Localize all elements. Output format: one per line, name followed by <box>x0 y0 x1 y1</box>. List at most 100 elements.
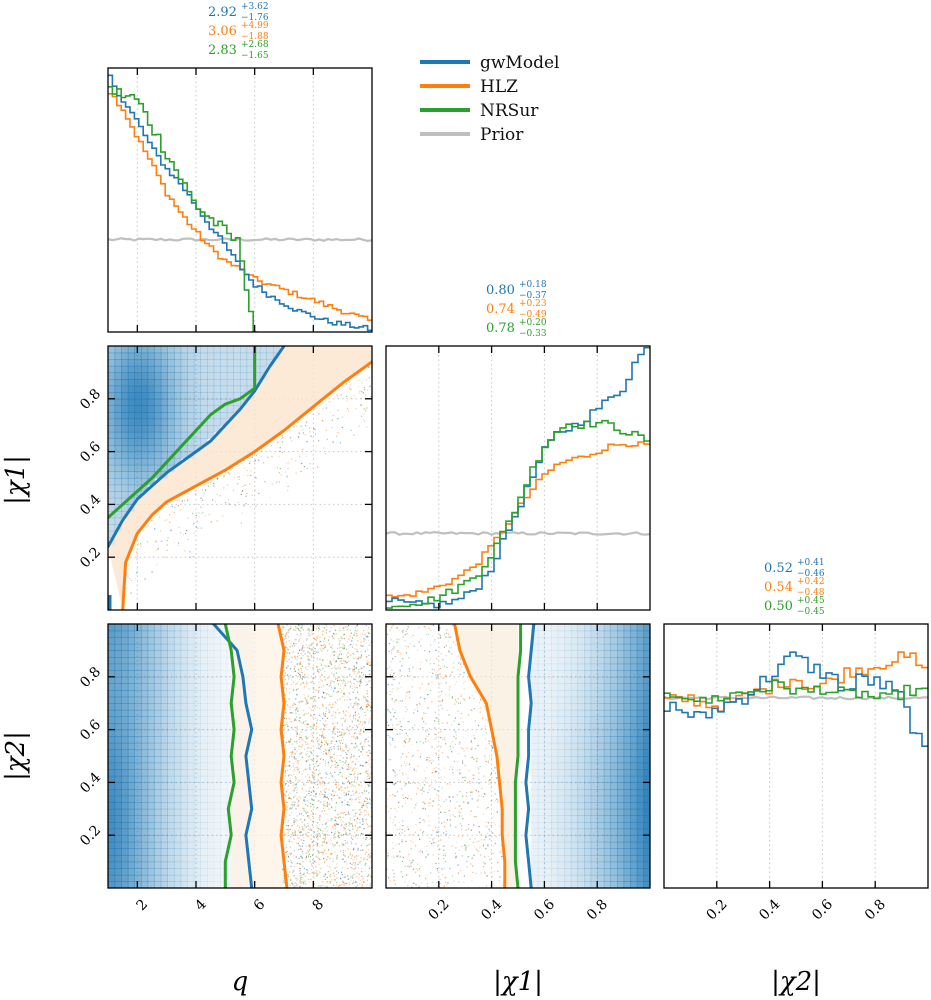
stat-median: 0.78 <box>486 321 515 336</box>
q-chi1-plot-area <box>108 346 372 610</box>
stat-minus: −0.46 <box>797 569 825 579</box>
contour-q-chi1-hlz <box>121 360 372 610</box>
stat-chi2-gwmodel: 0.52 +0.41−0.46 <box>764 558 825 579</box>
contour-q-chi2-nrsur <box>223 624 236 888</box>
stat-median: 0.54 <box>764 580 793 595</box>
y-tick-label: 0.6 <box>77 439 104 466</box>
hist-chi2-gwmodel <box>664 651 928 747</box>
hist-chi2-nrsur <box>664 679 928 704</box>
stat-minus: −0.45 <box>797 607 825 617</box>
hist-chi1-gwmodel <box>386 346 650 609</box>
y-tick-label: 0.4 <box>77 769 104 796</box>
stat-plus: +0.41 <box>797 558 825 568</box>
panel-chi1-chi2: 0.2 0.4 0.6 0.8 <box>385 623 651 924</box>
stat-plus: +0.18 <box>519 280 547 290</box>
legend: gwModel HLZ NRSur Prior <box>420 53 559 145</box>
stat-median: 2.83 <box>208 43 237 58</box>
x-axis-label-q: q <box>232 967 249 997</box>
stat-chi2-nrsur: 0.50 +0.45−0.45 <box>764 596 825 617</box>
legend-label: gwModel <box>480 53 559 73</box>
x-tick-label: 0.2 <box>704 896 731 923</box>
prior-line-chi1 <box>386 530 650 536</box>
contour-chi1-chi2-hlz <box>453 624 507 888</box>
x-axis-label-chi1: |χ1| <box>493 967 543 997</box>
contour-chi1-chi2-gwmodel <box>524 624 536 888</box>
contour-chi1-chi2-nrsur <box>513 624 523 888</box>
panel-q-chi1: 0.2 0.4 0.6 0.8 <box>77 345 373 611</box>
hist-chi1-frame <box>385 345 651 611</box>
panel-hist-q <box>107 67 373 333</box>
stat-minus: −1.65 <box>241 51 269 61</box>
x-tick-label: 0.4 <box>478 896 505 923</box>
x-axis-label-chi2: |χ2| <box>771 967 821 997</box>
stat-minus: −0.37 <box>519 291 547 301</box>
legend-item-prior: Prior <box>420 125 524 145</box>
density-chi1-chi2 <box>531 624 650 888</box>
stat-minus: −0.33 <box>519 329 547 339</box>
x-tick-label: 4 <box>192 896 210 914</box>
x-tick-label: 0.4 <box>756 896 783 923</box>
scatter-q-chi2 <box>282 624 372 888</box>
contour-q-chi2-gwmodel <box>212 624 254 888</box>
scatter-q-chi1 <box>123 366 372 610</box>
contour-q-chi1-gwmodel <box>108 346 286 549</box>
stat-q-gwmodel: 2.92 +3.62−1.76 <box>208 2 269 23</box>
stat-chi2-hlz: 0.54 +0.42−0.48 <box>764 577 825 598</box>
stat-minus: −0.49 <box>519 310 547 320</box>
y-axis-label-chi2: |χ2| <box>1 731 31 781</box>
hist-chi2-hlz <box>664 651 928 712</box>
stat-minus: −0.48 <box>797 588 825 598</box>
stat-plus: +2.68 <box>241 40 269 50</box>
y-tick-label: 0.2 <box>77 822 104 849</box>
legend-item-hlz: HLZ <box>420 77 518 97</box>
x-tick-label: 6 <box>251 896 269 914</box>
stat-chi1-hlz: 0.74 +0.23−0.49 <box>486 299 547 320</box>
hist-chi1-hlz <box>386 441 650 598</box>
hist-q-plot-area <box>108 68 372 332</box>
chi1-chi2-plot-area <box>386 624 650 888</box>
x-tick-label: 2 <box>133 896 151 914</box>
stat-q-hlz: 3.06 +4.99−1.88 <box>208 21 269 42</box>
prior-line-chi2 <box>664 695 928 701</box>
y-tick-label: 0.8 <box>77 664 104 691</box>
chi1-chi2-frame <box>385 623 651 889</box>
summary-stats: 2.92 +3.62−1.76 3.06 +4.99−1.88 2.83 +2.68−1.… <box>208 2 825 617</box>
panel-hist-chi2: 0.2 0.4 0.6 0.8 <box>663 623 929 924</box>
legend-item-gwmodel: gwModel <box>420 53 559 73</box>
density-q-chi1 <box>108 346 281 545</box>
hist-q-frame <box>107 67 373 333</box>
x-tick-label: 0.6 <box>809 896 836 923</box>
panel-q-chi2: 2 4 6 8 0.2 0.4 0.6 0.8 <box>77 623 373 914</box>
stat-median: 0.50 <box>764 599 793 614</box>
hist-chi1-nrsur <box>386 419 650 609</box>
legend-label: NRSur <box>480 101 539 121</box>
stat-chi1-nrsur: 0.78 +0.20−0.33 <box>486 318 547 339</box>
stat-median: 3.06 <box>208 24 237 39</box>
x-tick-label: 8 <box>309 896 327 914</box>
contour-q-chi1-nrsur <box>108 346 257 520</box>
y-tick-label: 0.2 <box>77 544 104 571</box>
stat-plus: +0.45 <box>797 596 825 606</box>
stat-q-nrsur: 2.83 +2.68−1.65 <box>208 40 269 61</box>
hist-chi2-frame <box>663 623 929 889</box>
stat-minus: −1.88 <box>241 32 269 42</box>
hist-chi2-plot-area <box>664 624 928 888</box>
y-axis-label-chi1: |χ1| <box>1 455 31 505</box>
q-chi2-plot-area <box>108 624 372 888</box>
stat-median: 0.74 <box>486 302 515 317</box>
x-tick-label: 0.2 <box>426 896 453 923</box>
hist-q-gwmodel <box>108 74 372 332</box>
y-tick-label: 0.6 <box>77 717 104 744</box>
scatter-chi1-chi2 <box>386 624 505 888</box>
stat-minus: −1.76 <box>241 13 269 23</box>
stat-plus: +0.23 <box>519 299 547 309</box>
x-tick-label: 0.6 <box>531 896 558 923</box>
q-chi1-frame <box>107 345 373 611</box>
hist-q-nrsur <box>108 86 258 332</box>
stat-plus: +4.99 <box>241 21 269 31</box>
stat-plus: +0.42 <box>797 577 825 587</box>
axis-labels: q |χ1| |χ2| |χ1| |χ2| <box>1 455 821 997</box>
hist-q-hlz <box>108 93 372 321</box>
stat-plus: +3.62 <box>241 2 269 12</box>
